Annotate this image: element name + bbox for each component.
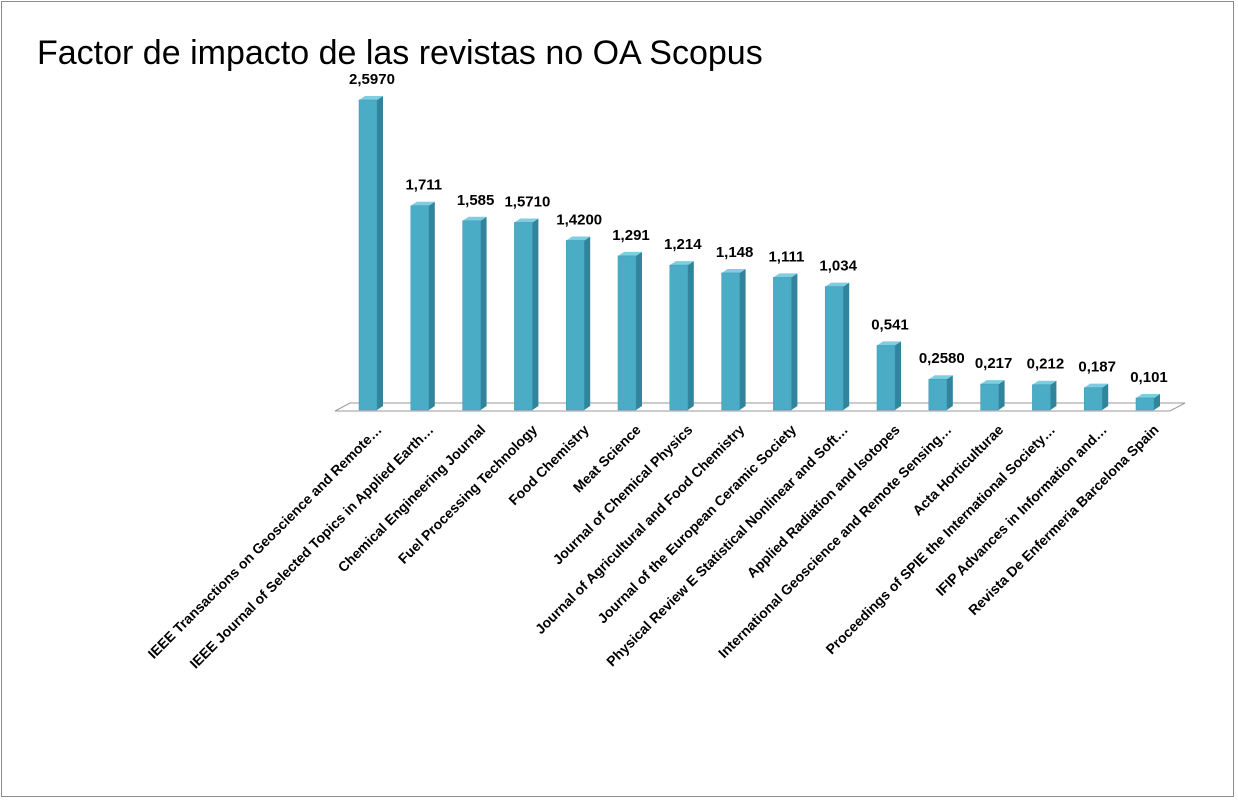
bar [824,286,844,411]
value-label: 1,111 [768,248,804,265]
value-label: 0,2580 [919,350,965,367]
bar-top [410,201,435,206]
bar-top [980,380,1005,385]
bar [514,222,533,411]
value-label: 1,5710 [504,193,550,210]
floor [334,402,1186,412]
bar-top [1136,393,1160,398]
bar-side [843,282,850,410]
bar-top [773,273,798,278]
bar-side [1154,393,1160,410]
bar [358,99,378,411]
bar [928,378,948,411]
bar [410,205,430,411]
bar-side [1050,380,1057,410]
bar [721,272,740,411]
bar [876,345,896,411]
bar-side [428,201,435,410]
bar-top [514,218,539,223]
bar [565,240,585,411]
bar [773,277,792,411]
bar-top [721,268,746,273]
chart-title: Factor de impacto de las revistas no OA … [37,34,763,72]
value-label: 0,217 [975,355,1013,372]
bar-top [877,341,901,346]
bar-side [946,375,953,410]
bar-top [1032,380,1057,385]
bar [669,264,689,411]
value-label: 1,711 [405,177,442,194]
bar-side [739,268,746,410]
bar [617,255,637,411]
bar-top [462,216,487,221]
bar-side [895,341,901,410]
value-label: 0,541 [871,316,909,333]
bar-side [687,261,694,410]
bar-side [791,273,798,410]
bar-side [532,218,539,410]
value-label: 2,5970 [349,71,395,88]
value-label: 0,212 [1027,356,1065,373]
bar-side [636,251,642,410]
bar [462,220,481,411]
bar [1032,384,1051,411]
bar-top [825,282,850,287]
bar-side [480,216,487,410]
bar [1135,397,1155,411]
bar-side [1102,383,1109,410]
bar-top [1084,383,1109,388]
bar [1083,387,1103,411]
value-label: 0,187 [1078,359,1116,376]
bar-top [618,251,642,256]
value-label: 1,214 [664,236,702,253]
bar-top [669,261,694,266]
bar-top [928,375,953,380]
bar [980,383,999,411]
value-label: 1,148 [716,244,754,261]
value-label: 1,4200 [556,211,602,228]
bar-top [566,236,591,241]
value-label: 1,291 [612,227,650,244]
value-label: 1,034 [819,258,857,275]
bar-side [584,236,591,410]
bar-side [998,380,1005,410]
bar-top [359,96,383,100]
bar-side [377,96,383,410]
value-label: 0,101 [1130,369,1168,386]
value-label: 1,585 [457,192,495,209]
